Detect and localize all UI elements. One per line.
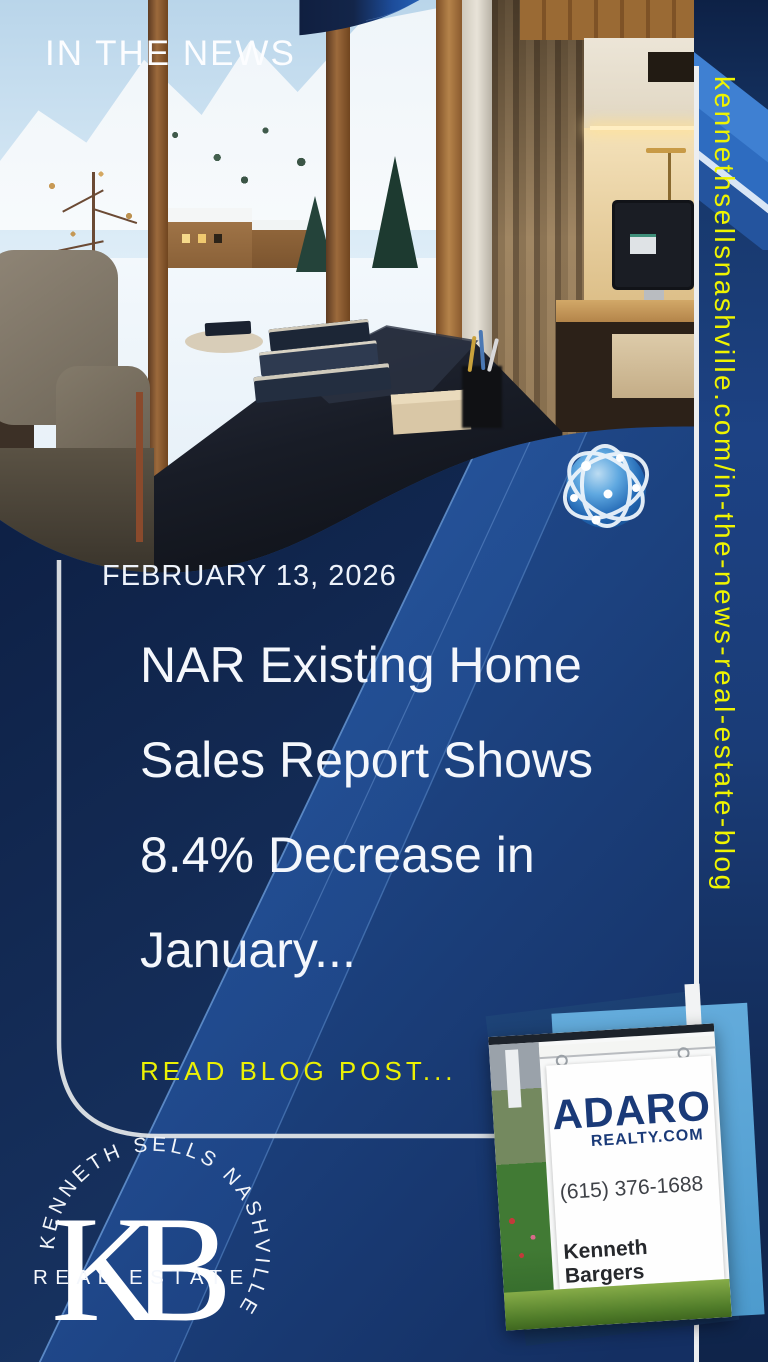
globe-network-icon bbox=[562, 444, 650, 528]
desk-lamp bbox=[668, 152, 671, 204]
flowers bbox=[498, 1197, 553, 1271]
desk-lamp-head bbox=[646, 148, 686, 153]
wall-shelf bbox=[648, 52, 700, 82]
forest-patch bbox=[150, 108, 360, 198]
yard-sign-photo: ADARO REALTY.COM (615) 376-1688 Kenneth … bbox=[488, 1023, 732, 1331]
logo-initial-k: K bbox=[51, 1185, 161, 1353]
page-title: IN THE NEWS bbox=[45, 34, 296, 73]
sign-panel: ADARO REALTY.COM (615) 376-1688 Kenneth … bbox=[546, 1055, 725, 1316]
spruce-tree bbox=[372, 156, 418, 268]
headline-line: 8.4% Decrease in bbox=[140, 827, 535, 883]
header-curve bbox=[299, 0, 420, 36]
cove-light bbox=[590, 126, 698, 130]
kb-logo: K B KENNETH SELLS NASHVILLE REAL ESTATE bbox=[33, 1133, 270, 1353]
desk-drawer bbox=[612, 334, 696, 398]
svg-text:K B: K B bbox=[51, 1185, 232, 1353]
vertical-divider-line bbox=[694, 66, 699, 1362]
monitor-stand bbox=[644, 290, 664, 303]
read-blog-post-link[interactable]: READ BLOG POST... bbox=[140, 1056, 457, 1086]
monitor-window bbox=[630, 234, 656, 254]
headline-line: Sales Report Shows bbox=[140, 732, 594, 788]
headline-line: NAR Existing Home bbox=[140, 637, 582, 693]
computer-monitor bbox=[612, 200, 694, 290]
logo-initial-b: B bbox=[131, 1185, 232, 1353]
logo-banner-text: REAL ESTATE bbox=[33, 1266, 251, 1289]
office-photo bbox=[0, 0, 700, 600]
chalet-building bbox=[168, 208, 252, 268]
side-table bbox=[185, 330, 263, 353]
blog-url-link[interactable]: kennethsellsnashville.com/in-the-news-re… bbox=[709, 76, 740, 893]
chalet-windows bbox=[182, 234, 190, 243]
sign-office-phone: (615) 376-1688 bbox=[559, 1172, 704, 1205]
post-date: FEBRUARY 13, 2026 bbox=[102, 560, 397, 592]
pencil-cup bbox=[462, 366, 502, 428]
wood-ceiling bbox=[520, 0, 700, 40]
rounded-border-line bbox=[56, 560, 696, 1139]
post-headline: NAR Existing Home Sales Report Shows 8.4… bbox=[140, 618, 660, 998]
armchair-frame bbox=[136, 392, 143, 542]
headline-line: January... bbox=[140, 922, 356, 978]
